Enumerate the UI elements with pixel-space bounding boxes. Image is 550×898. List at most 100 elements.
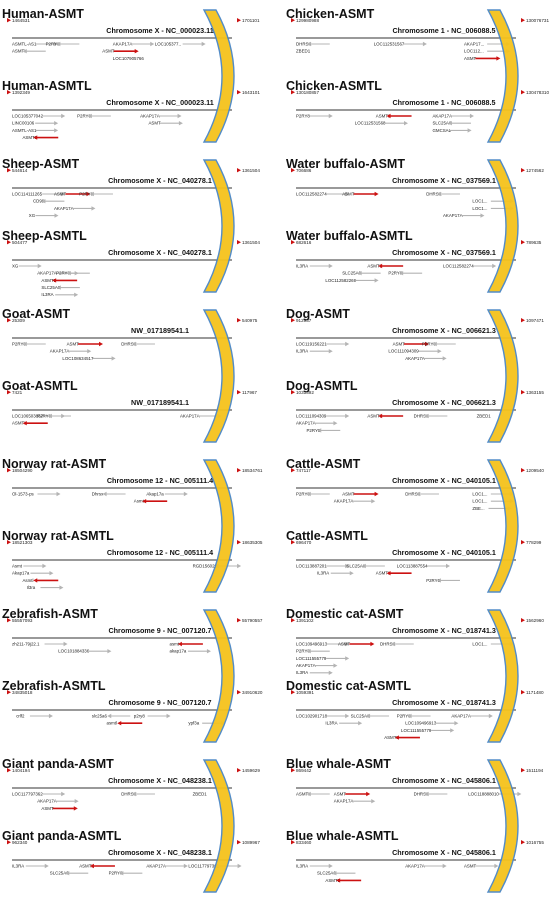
arrowhead-icon — [328, 349, 333, 354]
gene-label: LOC117797361 — [188, 863, 219, 868]
left-marker-icon — [291, 240, 295, 245]
gene-label: LOC108634517 — [62, 356, 94, 361]
gene-label: AKAP17A — [113, 41, 133, 46]
right-coordinate: 1363155 — [526, 390, 544, 395]
gene-label: P2RY8 — [296, 113, 310, 118]
left-marker-icon — [291, 318, 295, 323]
left-coordinate: 682616 — [296, 240, 312, 245]
arrowhead-icon — [447, 121, 452, 126]
gene-label: ZBE... — [472, 506, 484, 511]
right-marker-icon — [521, 390, 525, 395]
left-coordinate: 833460 — [296, 840, 312, 845]
gene-label: GMCSAL — [433, 128, 452, 133]
arrowhead-icon — [333, 421, 338, 426]
gene-label: LOC1... — [472, 206, 487, 211]
gene-label: LOC118888010 — [468, 791, 499, 796]
gene-label: AKAP17A — [443, 213, 463, 218]
gene-label: ZBED1 — [477, 413, 492, 418]
gene-label: AKAP17... — [464, 41, 484, 46]
right-coordinate: 1089967 — [242, 840, 260, 845]
gene-label: P2RY8 — [109, 871, 123, 876]
chromosome-label: Chromosome 9 - NC_007120.7 — [108, 698, 211, 707]
gene-label: RGD1560280 — [193, 563, 220, 568]
gene-label: LOC111555779 — [401, 728, 432, 733]
gene-label: LOC112582269 — [325, 278, 356, 283]
arrowhead-icon — [349, 571, 354, 576]
chromosome-label: NW_017189541.1 — [131, 326, 189, 335]
gene-label: LOC114111265 — [12, 191, 43, 196]
arrowhead-icon — [306, 491, 311, 497]
arrowhead-icon — [178, 121, 183, 126]
panel-title: Giant panda-ASMTL — [2, 829, 122, 843]
left-marker-icon — [291, 768, 295, 773]
chromosome-label: Chromosome 9 - NC_007120.7 — [108, 626, 211, 635]
left-coordinate: 129980988 — [296, 18, 319, 23]
gene-label: LOC102901718 — [296, 713, 328, 718]
gene-label: P2RY8 — [296, 491, 310, 496]
arrowhead-icon — [345, 656, 350, 661]
gene-label: AKAP17A — [334, 499, 354, 504]
chromosome-label: Chromosome X - NC_040278.1 — [108, 248, 212, 257]
target-arrowhead-icon — [366, 791, 371, 797]
gene-label: p2ry8 — [134, 713, 146, 718]
arrowhead-icon — [61, 113, 66, 119]
right-marker-icon — [521, 540, 525, 545]
arrowhead-icon — [467, 128, 472, 133]
gene-label: LOC112582274 — [296, 191, 327, 196]
arrowhead-icon — [332, 871, 337, 876]
gene-label: Asmtl — [23, 578, 34, 583]
gene-label: crlf2 — [16, 713, 25, 718]
gene-label: SLC25A6 — [317, 871, 336, 876]
arrowhead-icon — [436, 578, 441, 583]
target-arrowhead-icon — [33, 135, 38, 140]
arrowhead-icon — [454, 721, 459, 726]
arrowhead-icon — [42, 563, 47, 569]
left-coordinate: 869442 — [296, 768, 312, 773]
arrowhead-icon — [66, 271, 71, 276]
left-coordinate: 962340 — [12, 840, 28, 845]
left-coordinate: 18504290 — [12, 468, 33, 473]
gene-label: LOC105377.. — [155, 41, 181, 46]
arrowhead-icon — [399, 271, 404, 276]
chromosome-label: Chromosome X - NC_045806.1 — [392, 848, 496, 857]
panel-goat-asmt: Goat-ASMT NW_017189541.1 25309 540975 P2RY8 A… — [2, 307, 258, 361]
gene-label: P2RY8 — [79, 191, 93, 196]
panel-title: Sheep-ASMTL — [2, 229, 87, 243]
arrowhead-icon — [56, 285, 61, 290]
arrowhead-icon — [494, 863, 499, 869]
gene-label: SLC25A6 — [351, 713, 370, 718]
gene-label: DHRSX — [380, 641, 395, 646]
target-arrowhead-icon — [374, 491, 379, 497]
chromosome-label: Chromosome 12 - NC_005111.4 — [107, 548, 213, 557]
panel-chicken-asmtl: Chicken-ASMTL Chromosome 1 - NC_006088.5 1… — [286, 79, 549, 133]
left-marker-icon — [7, 90, 11, 95]
gene-label: LOC111555779 — [296, 656, 327, 661]
gene-label: ASMTL — [79, 863, 94, 868]
arrowhead-icon — [54, 41, 59, 47]
arrowhead-icon — [201, 41, 206, 47]
gene-label: asmtl — [107, 721, 118, 726]
right-coordinate: 778299 — [526, 540, 542, 545]
left-coordinate: 912937 — [296, 318, 312, 323]
gene-label: IL3RA — [296, 263, 308, 268]
left-coordinate: 747117 — [296, 468, 311, 473]
target-arrowhead-icon — [386, 113, 391, 119]
panel-human-asmt: Human-ASMT Chromosome X - NC_000023.11 146… — [2, 7, 260, 61]
gene-label: ASMTL — [384, 735, 399, 740]
panel-dog-asmtl: Dog-ASMTL Chromosome X - NC_006621.3 10313… — [286, 379, 544, 433]
gene-label: IL3RA — [296, 863, 308, 868]
right-marker-icon — [237, 468, 241, 473]
left-coordinate: 34835018 — [12, 690, 33, 695]
gene-label: ASMT — [149, 121, 162, 126]
gene-label: asmt — [170, 641, 180, 646]
gene-label: Akap17a — [12, 571, 30, 576]
right-coordinate: 1274562 — [526, 168, 544, 173]
panel-dog-asmt: Dog-ASMT Chromosome X - NC_006621.3 912937… — [286, 307, 544, 361]
panel-title: Human-ASMT — [2, 7, 84, 21]
arrowhead-icon — [358, 721, 363, 726]
right-coordinate: 1209540 — [526, 468, 544, 473]
panel-title: Blue whale-ASMT — [286, 757, 391, 771]
arrowhead-icon — [91, 206, 96, 211]
gene-label: AKAP17A — [140, 113, 160, 118]
gene-label: SLC25A6 — [41, 285, 60, 290]
